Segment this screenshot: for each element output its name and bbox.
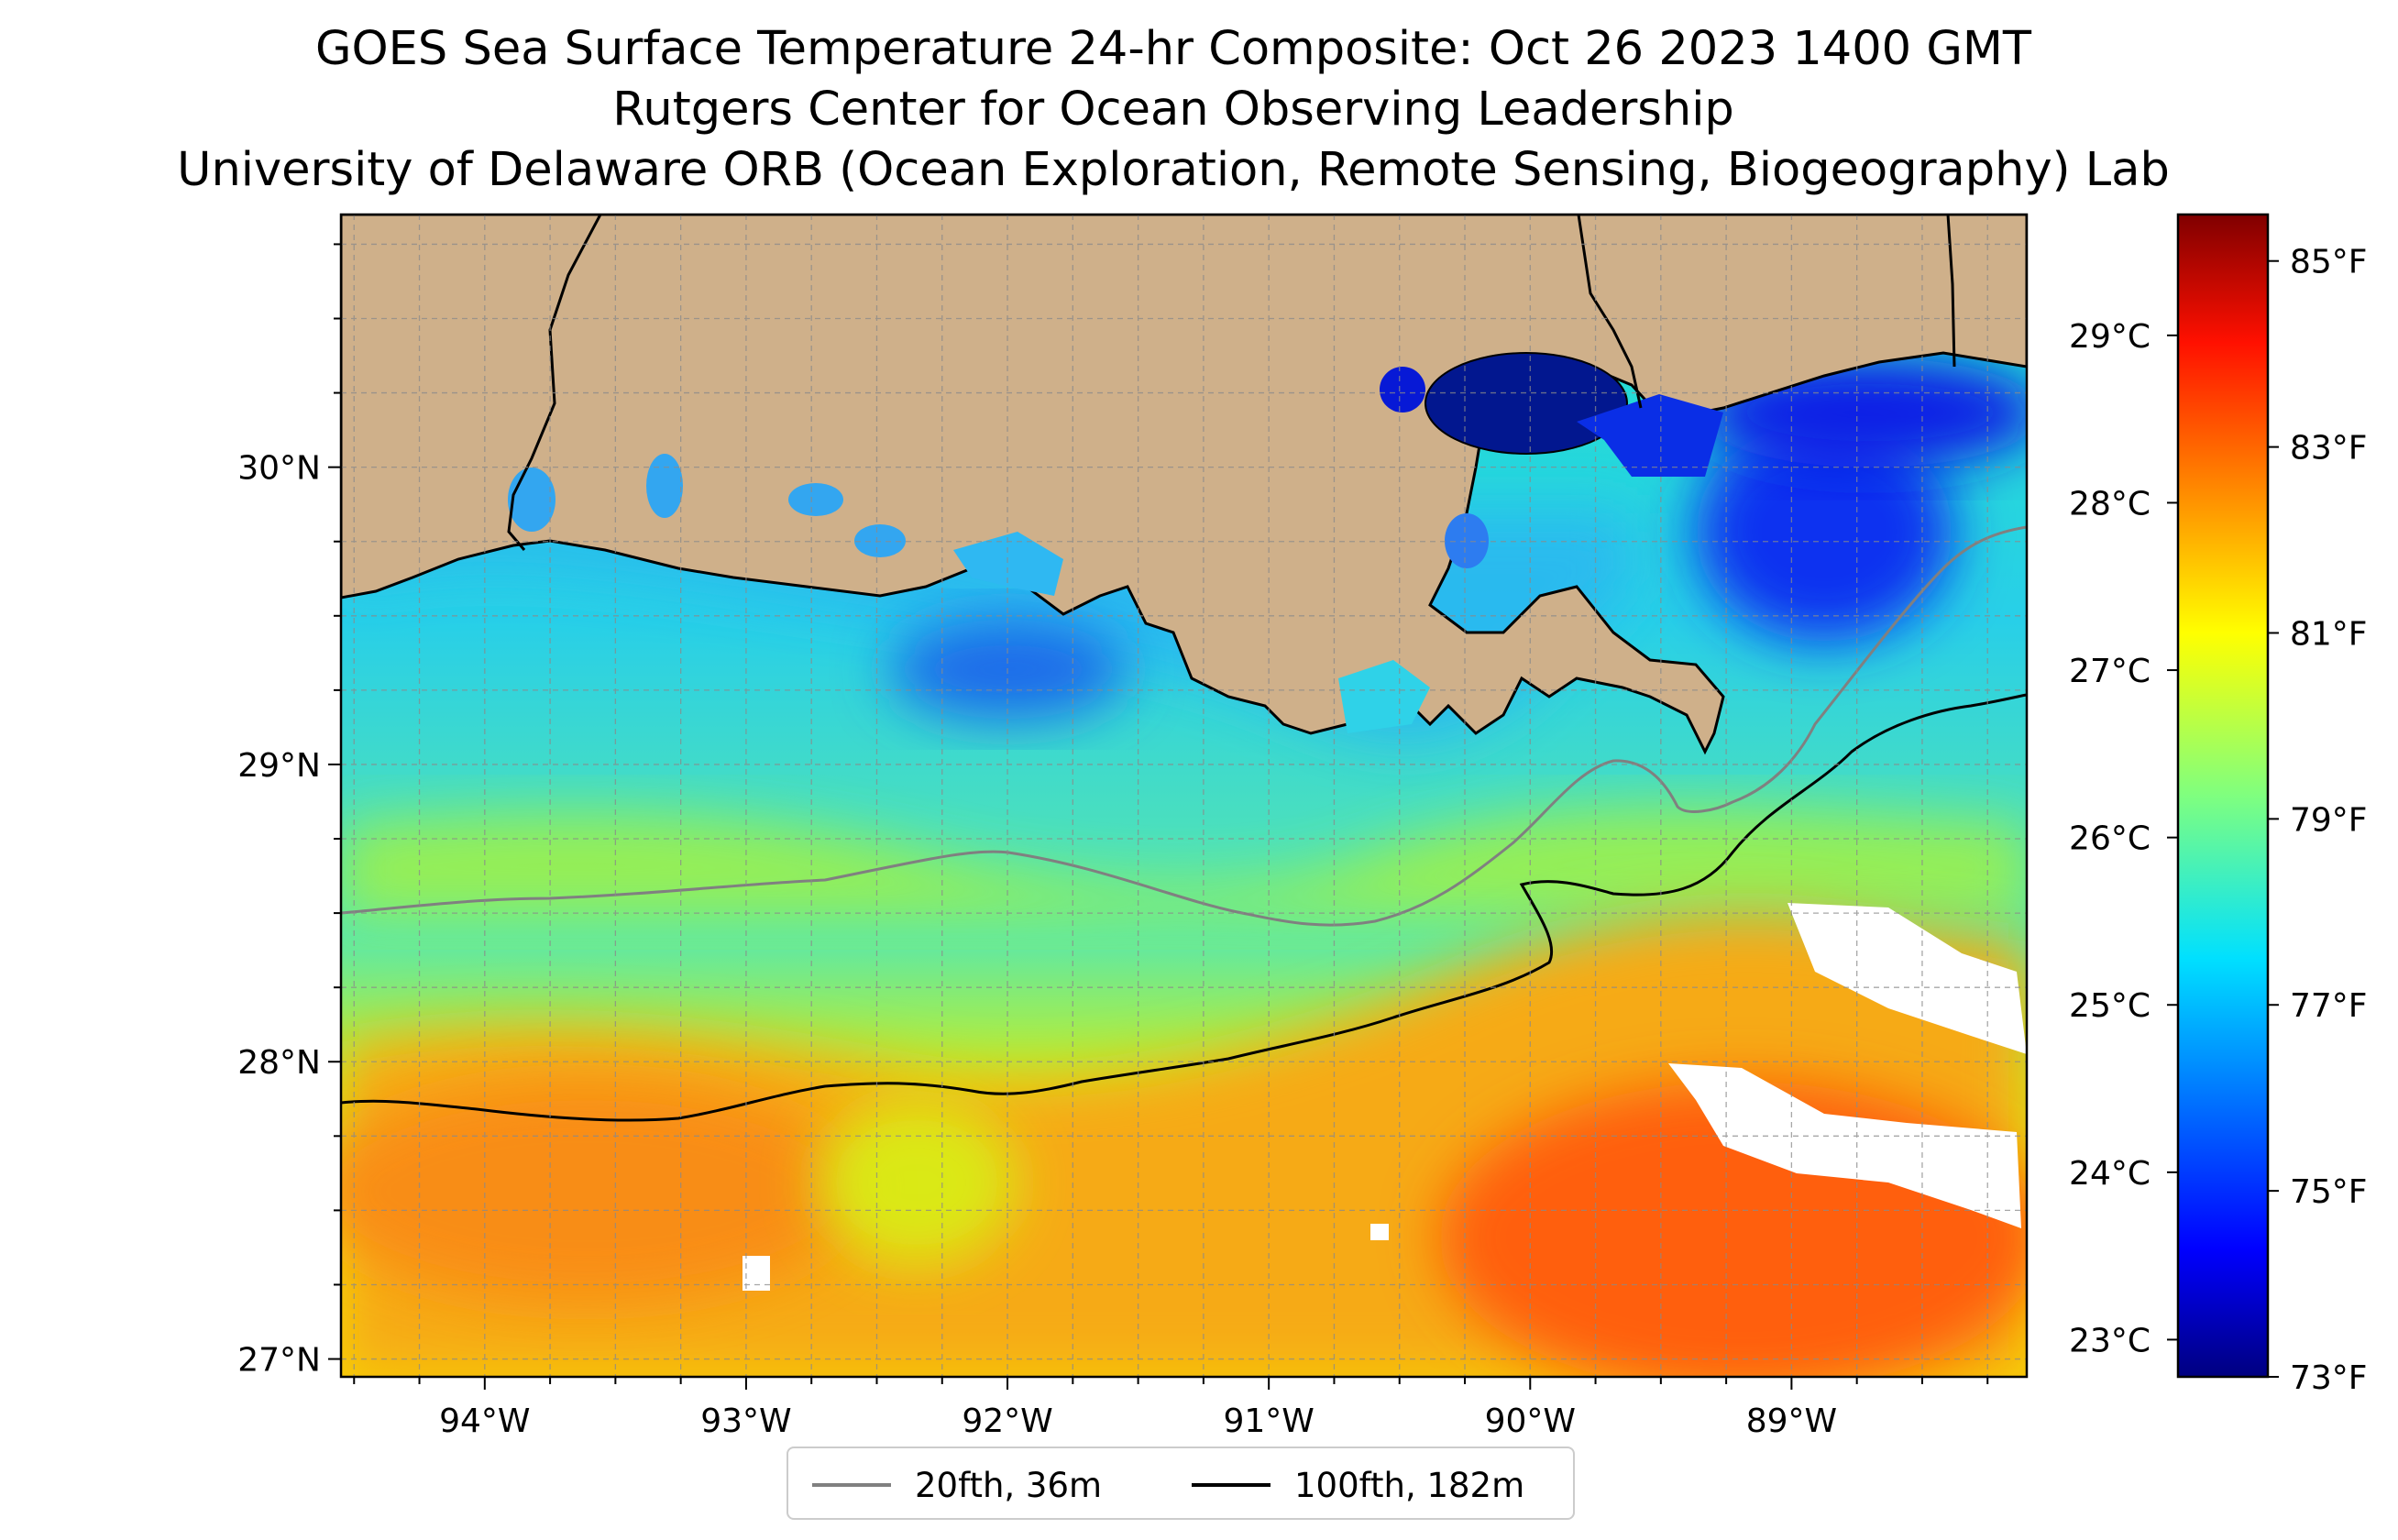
legend-item-20fth: 20fth, 36m [812,1465,1102,1505]
x-tick-label: 93°W [700,1402,791,1440]
colorbar-c-label: 28°C [2069,485,2150,522]
legend-item-100fth: 100fth, 182m [1192,1465,1524,1505]
map-axes: 94°W 93°W 92°W 91°W 90°W 89°W 30°N 29°N 28°N 27°N [237,243,1989,1440]
legend-black-line-swatch [1192,1483,1270,1487]
colorbar-c-label: 23°C [2069,1322,2150,1359]
colorbar-f-label: 81°F [2290,615,2368,653]
x-tick-label: 94°W [439,1402,530,1440]
x-tick-label: 92°W [962,1402,1052,1440]
colorbar-f-label: 85°F [2290,244,2368,281]
colorbar-c-label: 25°C [2069,987,2150,1025]
isobath-100fth [341,693,2027,1122]
colorbar-c-label: 24°C [2069,1155,2150,1193]
colorbar-f-label: 79°F [2290,801,2368,839]
legend-label-20fth: 20fth, 36m [915,1465,1103,1505]
colorbar-c-label: 29°C [2069,318,2150,356]
y-tick-label: 29°N [237,747,321,785]
colorbar-c-label: 26°C [2069,820,2150,858]
isobath-20fth [341,525,2027,927]
isobath-legend: 20fth, 36m 100fth, 182m [786,1446,1575,1520]
colorbar: 85°F 83°F 81°F 79°F 77°F 75°F 73°F 29°C 28°C 27°C… [2069,213,2368,1397]
colorbar-f-label: 75°F [2290,1173,2368,1211]
y-tick-label: 28°N [237,1044,321,1082]
map-title-line-2: Rutgers Center for Ocean Observing Leade… [612,82,1734,137]
land-mass [341,214,2027,755]
legend-gray-line-swatch [812,1483,891,1487]
colorbar-f-label: 83°F [2290,430,2368,468]
colorbar-f-label: 73°F [2290,1359,2368,1397]
colorbar-c-label: 27°C [2069,653,2150,690]
colorbar-ticks: 85°F 83°F 81°F 79°F 77°F 75°F 73°F 29°C 28°C 27°C… [2069,244,2367,1397]
y-tick-label: 27°N [237,1342,321,1380]
grid-lines [341,214,2027,1377]
colorbar-gradient [2176,213,2270,1379]
legend-label-100fth: 100fth, 182m [1294,1465,1525,1505]
map-title-line-3: University of Delaware ORB (Ocean Explor… [177,143,2170,197]
colorbar-f-label: 77°F [2290,987,2368,1025]
map-frame [339,213,2029,1379]
y-tick-label: 30°N [237,450,321,488]
x-tick-label: 90°W [1485,1402,1576,1440]
map-title-line-1: GOES Sea Surface Temperature 24-hr Compo… [314,22,2031,76]
x-tick-label: 89°W [1746,1402,1837,1440]
x-tick-label: 91°W [1223,1402,1314,1440]
